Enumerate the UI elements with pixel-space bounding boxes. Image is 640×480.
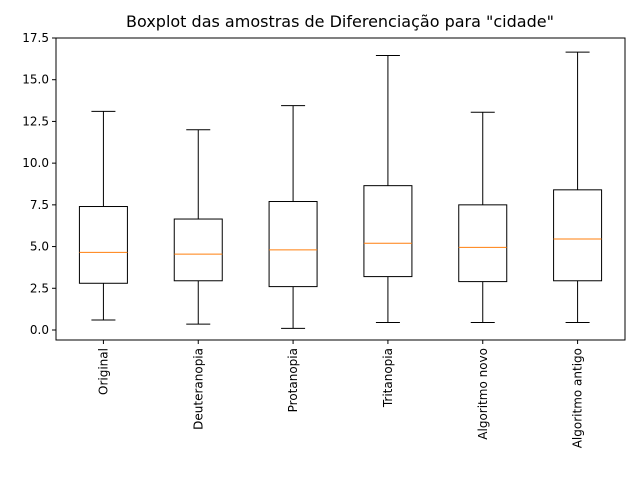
- box: [173, 218, 223, 282]
- x-tick-label: Algoritmo antigo: [571, 348, 585, 448]
- y-tick-label: 7.5: [30, 198, 49, 212]
- box: [363, 185, 413, 278]
- x-tick-label: Original: [96, 348, 110, 395]
- y-tick-label: 2.5: [30, 281, 49, 295]
- box: [458, 204, 508, 283]
- box: [553, 189, 603, 282]
- y-tick-label: 12.5: [22, 114, 49, 128]
- box: [78, 206, 128, 284]
- x-tick-label: Algoritmo novo: [476, 348, 490, 440]
- y-tick-label: 5.0: [30, 240, 49, 254]
- x-tick-label: Tritanopia: [381, 348, 395, 408]
- y-tick-label: 17.5: [22, 31, 49, 45]
- plot-area: 0.0 2.5 5.0 7.5 10.0 12.5 15.0 17.5 Original Deut…: [22, 31, 603, 448]
- axes-frame: [55, 37, 626, 341]
- y-tick-label: 10.0: [22, 156, 49, 170]
- x-tick-label: Deuteranopia: [191, 348, 205, 430]
- y-tick-label: 15.0: [22, 73, 49, 87]
- x-tick-label: Protanopia: [286, 348, 300, 412]
- chart-title: Boxplot das amostras de Diferenciação pa…: [126, 12, 554, 31]
- y-tick-label: 0.0: [30, 323, 49, 337]
- box: [268, 201, 318, 288]
